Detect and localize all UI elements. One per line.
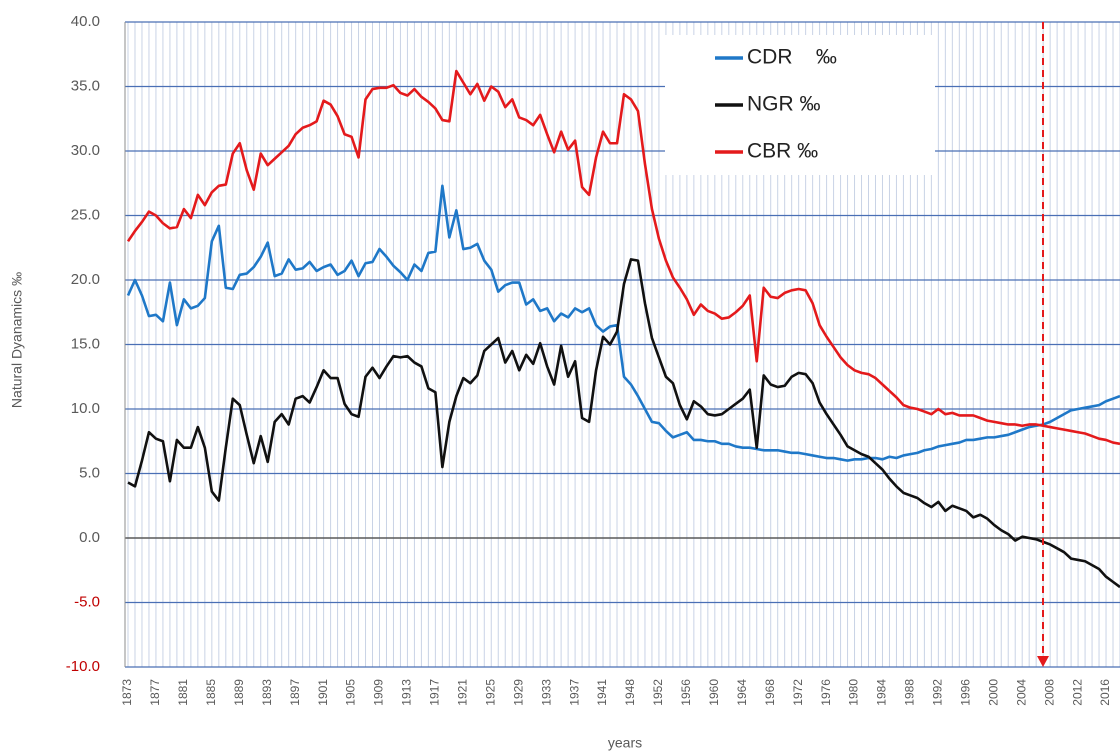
x-tick-label: 1885 (204, 679, 218, 706)
x-tick-label: 1937 (567, 679, 581, 706)
x-tick-label: 1929 (511, 679, 525, 706)
axis-labels: Natural Dyanamics ‰ years (9, 272, 642, 751)
x-tick-label: 1913 (400, 679, 414, 706)
x-tick-label: 1941 (595, 679, 609, 706)
legend-label: NGR ‰ (747, 93, 821, 116)
x-tick-label: 1996 (958, 679, 972, 706)
x-tick-label: 1893 (260, 679, 274, 706)
x-tick-label: 1960 (707, 679, 721, 706)
x-tick-label: 1905 (344, 679, 358, 706)
y-tick-label: -10.0 (66, 658, 100, 675)
x-tick-label: 1901 (316, 679, 330, 706)
x-tick-label: 1984 (875, 679, 889, 706)
y-tick-label: 5.0 (79, 464, 100, 481)
marker-arrow (1037, 656, 1049, 667)
legend: CDR ‰ NGR ‰ CBR ‰ (665, 35, 935, 175)
plot (126, 69, 1120, 589)
x-tick-label: 1972 (791, 679, 805, 706)
series-line (127, 258, 1120, 589)
x-tick-label: 1976 (819, 679, 833, 706)
x-tick-label: 1873 (120, 679, 134, 706)
x-tick-label: 1968 (763, 679, 777, 706)
x-tick-label: 1881 (176, 679, 190, 706)
x-tick-label: 2012 (1070, 679, 1084, 706)
x-tick-label: 1933 (539, 679, 553, 706)
x-tick-label: 1948 (623, 679, 637, 706)
y-axis-title: Natural Dyanamics ‰ (9, 272, 25, 408)
x-tick-label: 2000 (986, 679, 1000, 706)
y-tick-label: 10.0 (71, 400, 100, 417)
x-tick-label: 1877 (148, 679, 162, 706)
x-tick-label: 1897 (288, 679, 302, 706)
x-tick-label: 1980 (847, 679, 861, 706)
x-tick-label: 1889 (232, 679, 246, 706)
x-tick-label: 1925 (483, 679, 497, 706)
legend-label: CBR ‰ (747, 140, 818, 163)
x-tick-label: 1909 (372, 679, 386, 706)
y-tick-label: -5.0 (74, 593, 100, 610)
x-tick-label: 1917 (428, 679, 442, 706)
x-tick-label: 1952 (651, 679, 665, 706)
y-tick-label: 30.0 (71, 142, 100, 159)
y-tick-label: 20.0 (71, 271, 100, 288)
x-tick-label: 1964 (735, 679, 749, 706)
x-tick-label: 1956 (679, 679, 693, 706)
series-line (126, 184, 1120, 462)
series-line (126, 69, 1120, 446)
x-tick-label: 1921 (455, 679, 469, 706)
x-tick-label: 2008 (1042, 679, 1056, 706)
x-tick-label: 1992 (931, 679, 945, 706)
legend-label: CDR ‰ (747, 46, 837, 69)
y-tick-label: 15.0 (71, 335, 100, 352)
y-tick-label: 0.0 (79, 529, 100, 546)
y-tick-label: 35.0 (71, 77, 100, 94)
x-tick-label: 2004 (1014, 679, 1028, 706)
x-tick-label: 1988 (903, 679, 917, 706)
x-tick-label: 2016 (1098, 679, 1112, 706)
legend-box (665, 35, 935, 175)
y-tick-label: 40.0 (71, 13, 100, 30)
x-axis-title: years (608, 735, 642, 751)
y-tick-label: 25.0 (71, 206, 100, 223)
